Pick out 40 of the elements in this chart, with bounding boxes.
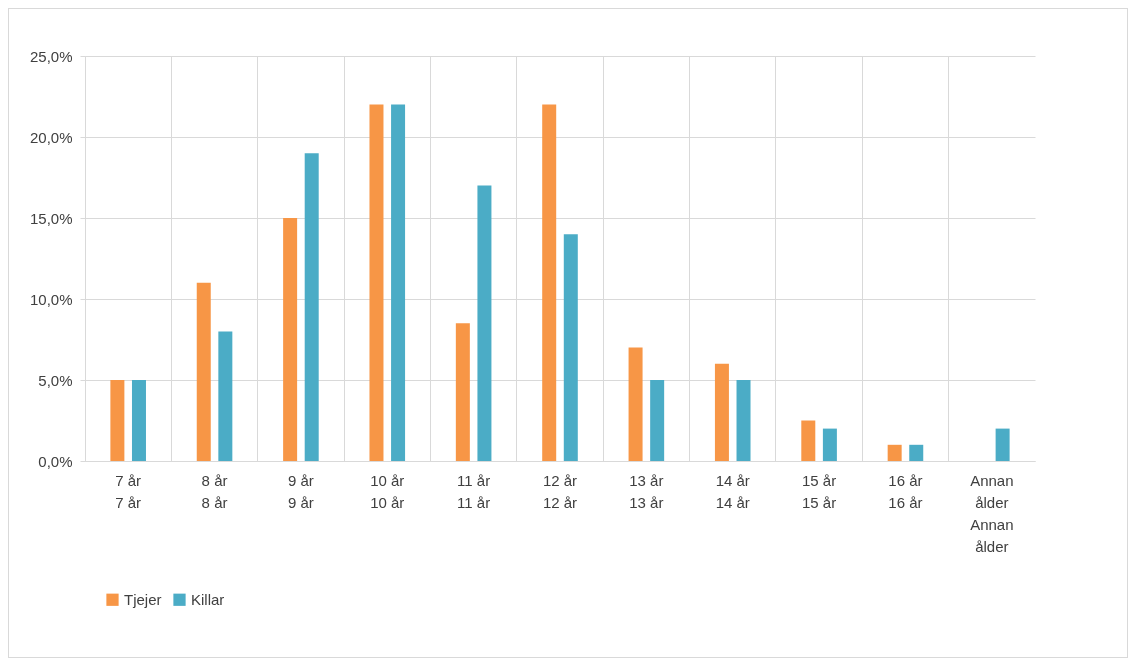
bar xyxy=(801,420,816,461)
y-tick-label: 15,0% xyxy=(29,209,73,227)
x-tick-label: 16 år 16 år xyxy=(888,471,923,511)
bar xyxy=(736,380,751,461)
legend-label: Tjejer xyxy=(124,590,162,608)
bar xyxy=(714,363,729,461)
x-tick-label: 10 år 10 år xyxy=(370,471,405,511)
bar xyxy=(391,104,406,461)
bar xyxy=(110,380,125,461)
bar xyxy=(218,331,233,461)
bar xyxy=(369,104,384,461)
bar xyxy=(455,323,470,461)
bar xyxy=(995,428,1010,461)
bar xyxy=(628,347,643,461)
bar xyxy=(131,380,146,461)
bar xyxy=(477,185,492,461)
bar xyxy=(650,380,665,461)
x-tick-label: 7 år 7 år xyxy=(115,471,142,511)
y-tick-label: 10,0% xyxy=(29,290,73,308)
legend-label: Killar xyxy=(191,590,225,608)
bar xyxy=(822,428,837,461)
x-tick-label: 8 år 8 år xyxy=(201,471,228,511)
x-tick-label: 14 år 14 år xyxy=(715,471,750,511)
bar xyxy=(909,444,924,461)
y-tick-label: 25,0% xyxy=(29,47,73,65)
x-tick-label: 15 år 15 år xyxy=(801,471,837,511)
bar xyxy=(283,218,298,461)
x-tick-label: Annan ålder Annan ålder xyxy=(970,471,1014,555)
bar xyxy=(542,104,557,461)
y-tick-label: 20,0% xyxy=(29,128,73,146)
x-tick-label: 12 år 12 år xyxy=(542,471,578,511)
bar xyxy=(563,234,578,461)
y-tick-label: 0,0% xyxy=(38,452,73,470)
bar xyxy=(887,444,902,461)
y-tick-label: 5,0% xyxy=(38,371,73,389)
x-tick-label: 13 år 13 år xyxy=(629,471,664,511)
bar xyxy=(196,282,211,461)
x-tick-label: 11 år 11 år xyxy=(457,471,491,511)
x-tick-label: 9 år 9 år xyxy=(287,471,314,511)
bar xyxy=(304,153,319,461)
